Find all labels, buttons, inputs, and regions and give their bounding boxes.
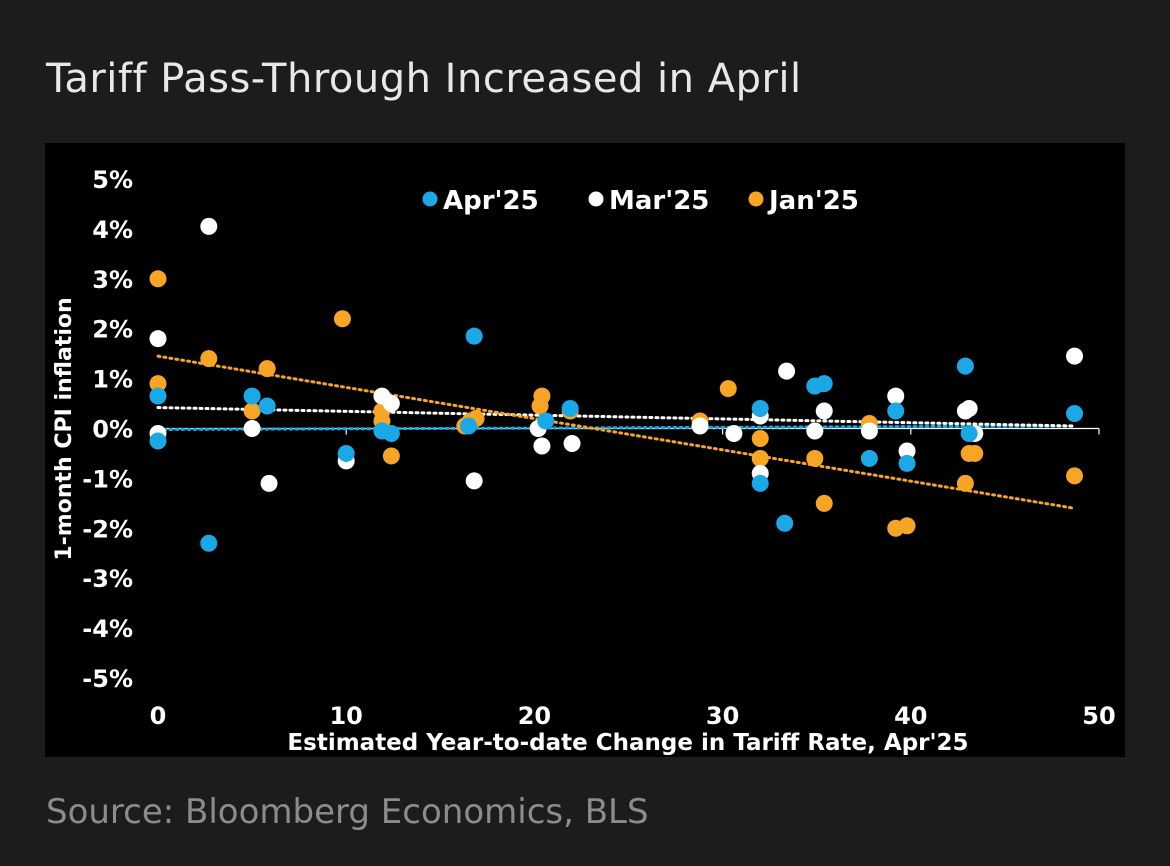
trend-line-apr <box>156 424 1077 431</box>
data-point-mar <box>533 437 551 455</box>
x-tick-label: 10 <box>329 702 362 730</box>
data-point-jan <box>200 350 218 368</box>
data-point-apr <box>960 424 978 442</box>
data-point-jan <box>966 444 984 462</box>
y-tick-label: 2% <box>92 316 133 344</box>
data-point-jan <box>806 449 824 467</box>
data-point-jan <box>533 387 551 405</box>
data-point-jan <box>751 429 769 447</box>
data-point-mar <box>725 424 743 442</box>
scatter-chart: 5% 4% 3% 2% 1% 0% -1% -2% -3% -4% -5% 0 10 20 30 40 50 Es… <box>52 166 1116 756</box>
data-point-apr <box>887 402 905 420</box>
data-point-apr <box>776 514 794 532</box>
y-tick-label: -5% <box>82 665 133 693</box>
data-point-mar <box>243 420 261 437</box>
legend-marker-mar <box>588 191 604 207</box>
x-tick-label: 30 <box>706 702 739 730</box>
data-point-mar <box>382 395 400 413</box>
legend-label-apr: Apr'25 <box>443 186 539 216</box>
data-point-apr <box>1066 405 1084 423</box>
data-point-jan <box>1066 467 1084 485</box>
data-point-apr <box>258 397 276 415</box>
data-point-apr <box>537 412 555 430</box>
y-tick-label: -2% <box>82 515 133 543</box>
data-point-mar <box>563 434 581 452</box>
data-point-apr <box>815 375 833 393</box>
data-point-mar <box>149 330 167 348</box>
data-point-mar <box>815 402 833 420</box>
data-point-mar <box>806 422 824 440</box>
data-point-apr <box>751 400 769 418</box>
data-point-mar <box>200 217 218 235</box>
data-point-mar <box>778 362 796 380</box>
y-tick-label: -1% <box>82 465 133 493</box>
data-point-mar <box>960 400 978 418</box>
y-tick-label: 4% <box>92 216 133 244</box>
trend-line-jan <box>156 354 1077 510</box>
data-point-apr <box>149 387 167 405</box>
y-tick-label: 3% <box>92 266 133 294</box>
data-point-apr <box>860 449 878 467</box>
data-point-mar <box>887 387 905 405</box>
data-point-apr <box>956 357 974 375</box>
data-point-jan <box>243 402 261 420</box>
legend-marker-apr <box>422 191 438 207</box>
data-point-apr <box>382 424 400 442</box>
data-point-apr <box>561 400 579 418</box>
data-point-apr <box>460 417 478 435</box>
data-point-jan <box>149 375 167 393</box>
data-point-mar <box>691 417 709 435</box>
data-point-apr <box>751 474 769 492</box>
data-point-mar <box>465 472 483 490</box>
data-point-apr <box>200 534 218 552</box>
data-point-jan <box>382 447 400 465</box>
data-point-apr <box>337 444 355 462</box>
data-point-apr <box>149 432 167 450</box>
data-point-mar <box>860 422 878 440</box>
data-point-mar <box>898 442 916 460</box>
data-point-jan <box>956 474 974 492</box>
y-tick-label: -4% <box>82 615 133 643</box>
y-tick-label: 0% <box>92 416 133 444</box>
y-tick-label: 5% <box>92 166 133 194</box>
data-point-jan <box>815 494 833 512</box>
data-point-jan <box>751 449 769 467</box>
page-title: Tariff Pass-Through Increased in April <box>46 56 802 102</box>
x-axis-title: Estimated Year-to-date Change in Tariff … <box>287 730 968 756</box>
legend-marker-jan <box>748 191 764 207</box>
data-point-mar <box>260 474 278 492</box>
x-tick-label: 40 <box>894 702 927 730</box>
x-tick-label: 50 <box>1082 702 1115 730</box>
x-tick-label: 20 <box>518 702 551 730</box>
data-point-jan <box>719 380 737 398</box>
legend-label-mar: Mar'25 <box>609 186 709 216</box>
data-point-apr <box>243 387 261 405</box>
y-tick-label: 1% <box>92 366 133 394</box>
data-point-jan <box>149 270 167 288</box>
legend-label-jan: Jan'25 <box>767 186 859 216</box>
chart-panel: 5% 4% 3% 2% 1% 0% -1% -2% -3% -4% -5% 0 10 20 30 40 50 Es… <box>45 143 1125 757</box>
y-axis-title: 1-month CPI inflation <box>52 297 77 560</box>
trend-line-mar <box>156 406 1077 428</box>
y-tick-label: -3% <box>82 565 133 593</box>
data-point-mar <box>1066 347 1084 365</box>
data-point-jan <box>258 360 276 378</box>
source-note: Source: Bloomberg Economics, BLS <box>46 792 649 832</box>
data-point-jan <box>898 517 916 535</box>
data-point-apr <box>898 454 916 472</box>
x-tick-label: 0 <box>150 702 167 730</box>
data-point-jan <box>333 310 351 328</box>
data-point-apr <box>465 327 483 345</box>
